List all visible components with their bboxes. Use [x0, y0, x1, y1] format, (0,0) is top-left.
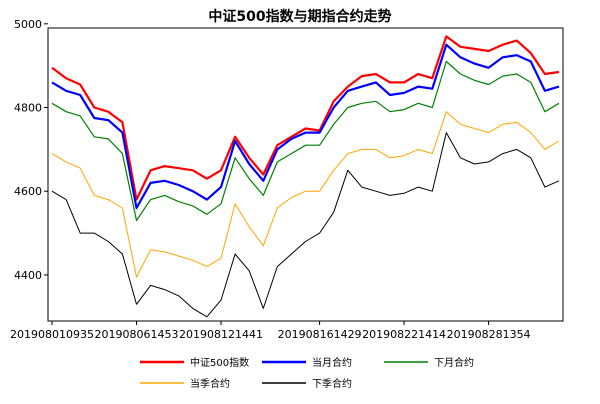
series-layer	[51, 35, 560, 318]
series-line-1	[51, 43, 560, 210]
series-line-4	[51, 132, 560, 318]
series-line-3	[51, 111, 560, 278]
y-tick-label: 5000	[14, 18, 42, 31]
x-tick-label: 201908010935	[10, 328, 94, 341]
series-line-0	[51, 35, 560, 201]
plot-area-frame	[47, 27, 564, 322]
legend-label-3: 当季合约	[190, 377, 230, 390]
y-axis: 4400 4600 4800 5000	[14, 18, 48, 282]
legend-label-1: 当月合约	[312, 356, 352, 369]
legend-label-0: 中证500指数	[190, 356, 249, 369]
x-tick-label: 201908061453	[95, 328, 179, 341]
y-tick-label: 4400	[14, 269, 42, 282]
y-tick-label: 4800	[14, 102, 42, 115]
x-tick-label: 201908221414	[362, 328, 446, 341]
x-tick-label: 201908121441	[179, 328, 263, 341]
y-tick-label: 4600	[14, 185, 42, 198]
x-axis: 201908010935 201908061453 201908121441 2019…	[10, 321, 531, 341]
legend-label-4: 下季合约	[312, 377, 352, 390]
legend-label-2: 下月合约	[434, 356, 474, 369]
x-tick-label: 201908281354	[447, 328, 531, 341]
series-line-2	[51, 60, 560, 222]
x-tick-label: 201908161429	[278, 328, 362, 341]
chart-title: 中证500指数与期指合约走势	[208, 8, 391, 25]
